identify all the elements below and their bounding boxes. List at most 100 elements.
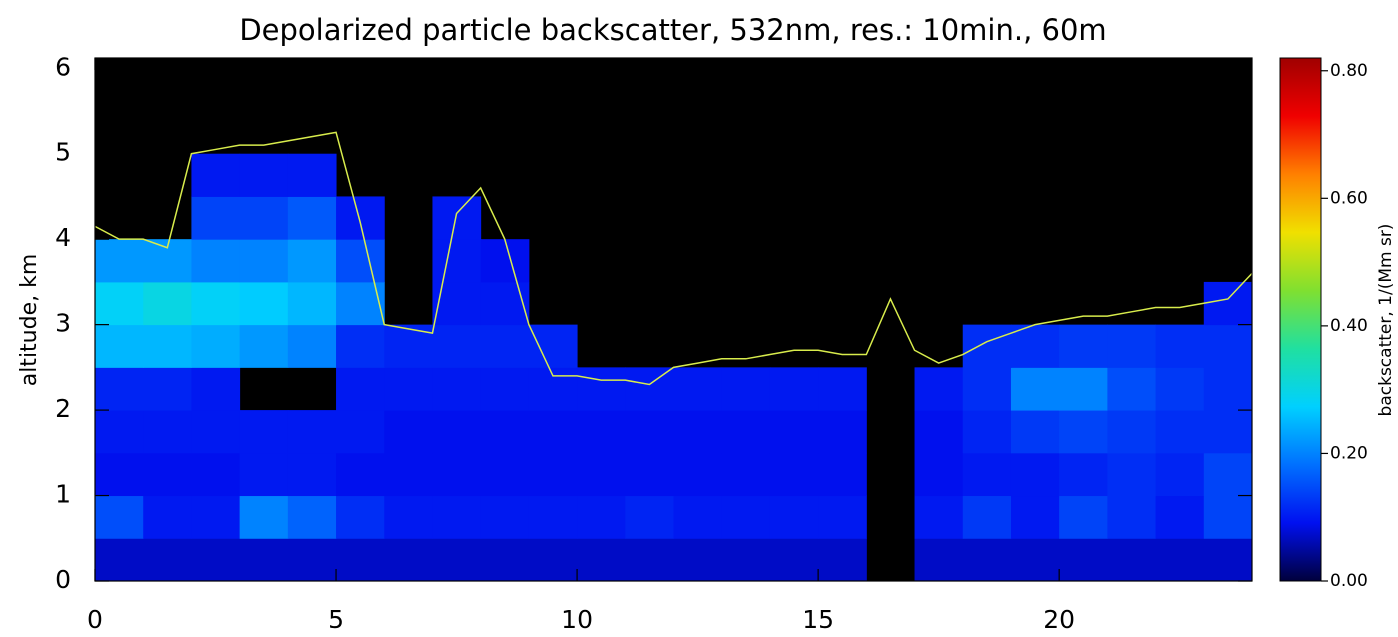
heatmap-cell <box>673 495 723 539</box>
heatmap-cell <box>287 196 337 240</box>
heatmap-cell <box>528 324 578 368</box>
heatmap-cell <box>287 153 337 197</box>
heatmap-cell <box>1107 324 1157 368</box>
heatmap-cell <box>1107 538 1157 582</box>
heatmap-cell <box>336 495 385 539</box>
heatmap-cell <box>95 324 144 368</box>
heatmap-cell <box>1010 452 1060 497</box>
heatmap-cell <box>432 538 482 582</box>
heatmap-cell <box>1059 367 1108 411</box>
heatmap-cell <box>1155 495 1205 539</box>
x-tick-label: 15 <box>802 605 834 634</box>
heatmap-cell <box>480 410 530 454</box>
heatmap-cell <box>480 538 530 582</box>
heatmap-cell <box>384 324 433 368</box>
heatmap-cell <box>625 410 674 454</box>
heatmap-cell <box>432 324 482 368</box>
heatmap-cell <box>480 324 530 368</box>
heatmap-cell <box>191 495 241 539</box>
y-tick-label: 2 <box>55 394 71 423</box>
heatmap-cell <box>673 367 723 411</box>
heatmap-cell <box>432 196 482 240</box>
heatmap-cell <box>577 410 626 454</box>
heatmap-cell <box>95 538 144 582</box>
heatmap-cell <box>818 410 867 454</box>
heatmap-cell <box>432 452 482 497</box>
heatmap-cell <box>191 281 241 326</box>
heatmap-cell <box>239 495 289 539</box>
x-tick-label: 5 <box>328 605 344 634</box>
heatmap-cell <box>287 410 337 454</box>
heatmap-cell <box>577 495 626 539</box>
heatmap-cell <box>1107 495 1157 539</box>
heatmap-cell <box>673 538 723 582</box>
heatmap-cell <box>480 452 530 497</box>
colorbar-tick-label: 0.20 <box>1330 443 1368 463</box>
heatmap-cell <box>1010 324 1060 368</box>
heatmap-cell <box>962 495 1012 539</box>
heatmap-cell <box>1010 495 1060 539</box>
plot-frame <box>94 57 1253 582</box>
heatmap-cell <box>143 281 192 326</box>
heatmap-cell <box>239 410 289 454</box>
heatmap-cell <box>384 410 433 454</box>
heatmap-cell <box>191 324 241 368</box>
cloud-top-line <box>94 131 1253 386</box>
heatmap-cell <box>673 452 723 497</box>
heatmap-cell <box>818 367 867 411</box>
heatmap-cell <box>336 410 385 454</box>
colorbar <box>1279 57 1322 582</box>
heatmap-cell <box>769 367 819 411</box>
heatmap-cell <box>1059 495 1108 539</box>
heatmap-cell <box>239 324 289 368</box>
heatmap-cell <box>1203 495 1253 539</box>
x-tick-label: 0 <box>87 605 103 634</box>
heatmap-cell <box>914 367 964 411</box>
heatmap-cell <box>1203 324 1253 368</box>
heatmap-cell <box>191 239 241 283</box>
heatmap-cell <box>336 281 385 326</box>
heatmap-cell <box>528 367 578 411</box>
heatmap-cell <box>95 239 144 283</box>
heatmap-cell <box>432 367 482 411</box>
heatmap-cell <box>239 281 289 326</box>
heatmap-cell <box>239 153 289 197</box>
x-tick-label: 10 <box>561 605 593 634</box>
heatmap-cell <box>143 452 192 497</box>
heatmap-cell <box>818 495 867 539</box>
y-axis-label: altitude, km <box>17 254 42 387</box>
heatmap-cell <box>625 452 674 497</box>
heatmap-cell <box>721 495 771 539</box>
heatmap-cell <box>1155 367 1205 411</box>
y-tick-label: 1 <box>55 480 71 509</box>
heatmap-cell <box>191 538 241 582</box>
heatmap-cell <box>480 367 530 411</box>
heatmap-cell <box>1010 538 1060 582</box>
heatmap-cell <box>1155 410 1205 454</box>
heatmap-cell <box>1107 410 1157 454</box>
heatmap-cell <box>336 196 385 240</box>
heatmap-cell <box>1010 410 1060 454</box>
y-tick-label: 3 <box>55 309 71 338</box>
heatmap-cell <box>769 452 819 497</box>
heatmap-cell <box>1203 452 1253 497</box>
heatmap-cell <box>143 367 192 411</box>
heatmap-cell <box>528 410 578 454</box>
heatmap-cell <box>480 239 530 283</box>
heatmap-cell <box>962 324 1012 368</box>
heatmap-cell <box>769 495 819 539</box>
heatmap-cell <box>239 196 289 240</box>
heatmap-cell <box>287 239 337 283</box>
heatmap-cell <box>577 538 626 582</box>
heatmap-cell <box>962 538 1012 582</box>
heatmap-cell <box>625 495 674 539</box>
heatmap-cell <box>528 452 578 497</box>
heatmap-cell <box>914 538 964 582</box>
colorbar-tick-label: 0.60 <box>1330 188 1368 208</box>
heatmap-cell <box>336 452 385 497</box>
heatmap-cell <box>239 538 289 582</box>
heatmap-cell <box>1155 324 1205 368</box>
heatmap-cell <box>1155 538 1205 582</box>
heatmap-cell <box>287 495 337 539</box>
